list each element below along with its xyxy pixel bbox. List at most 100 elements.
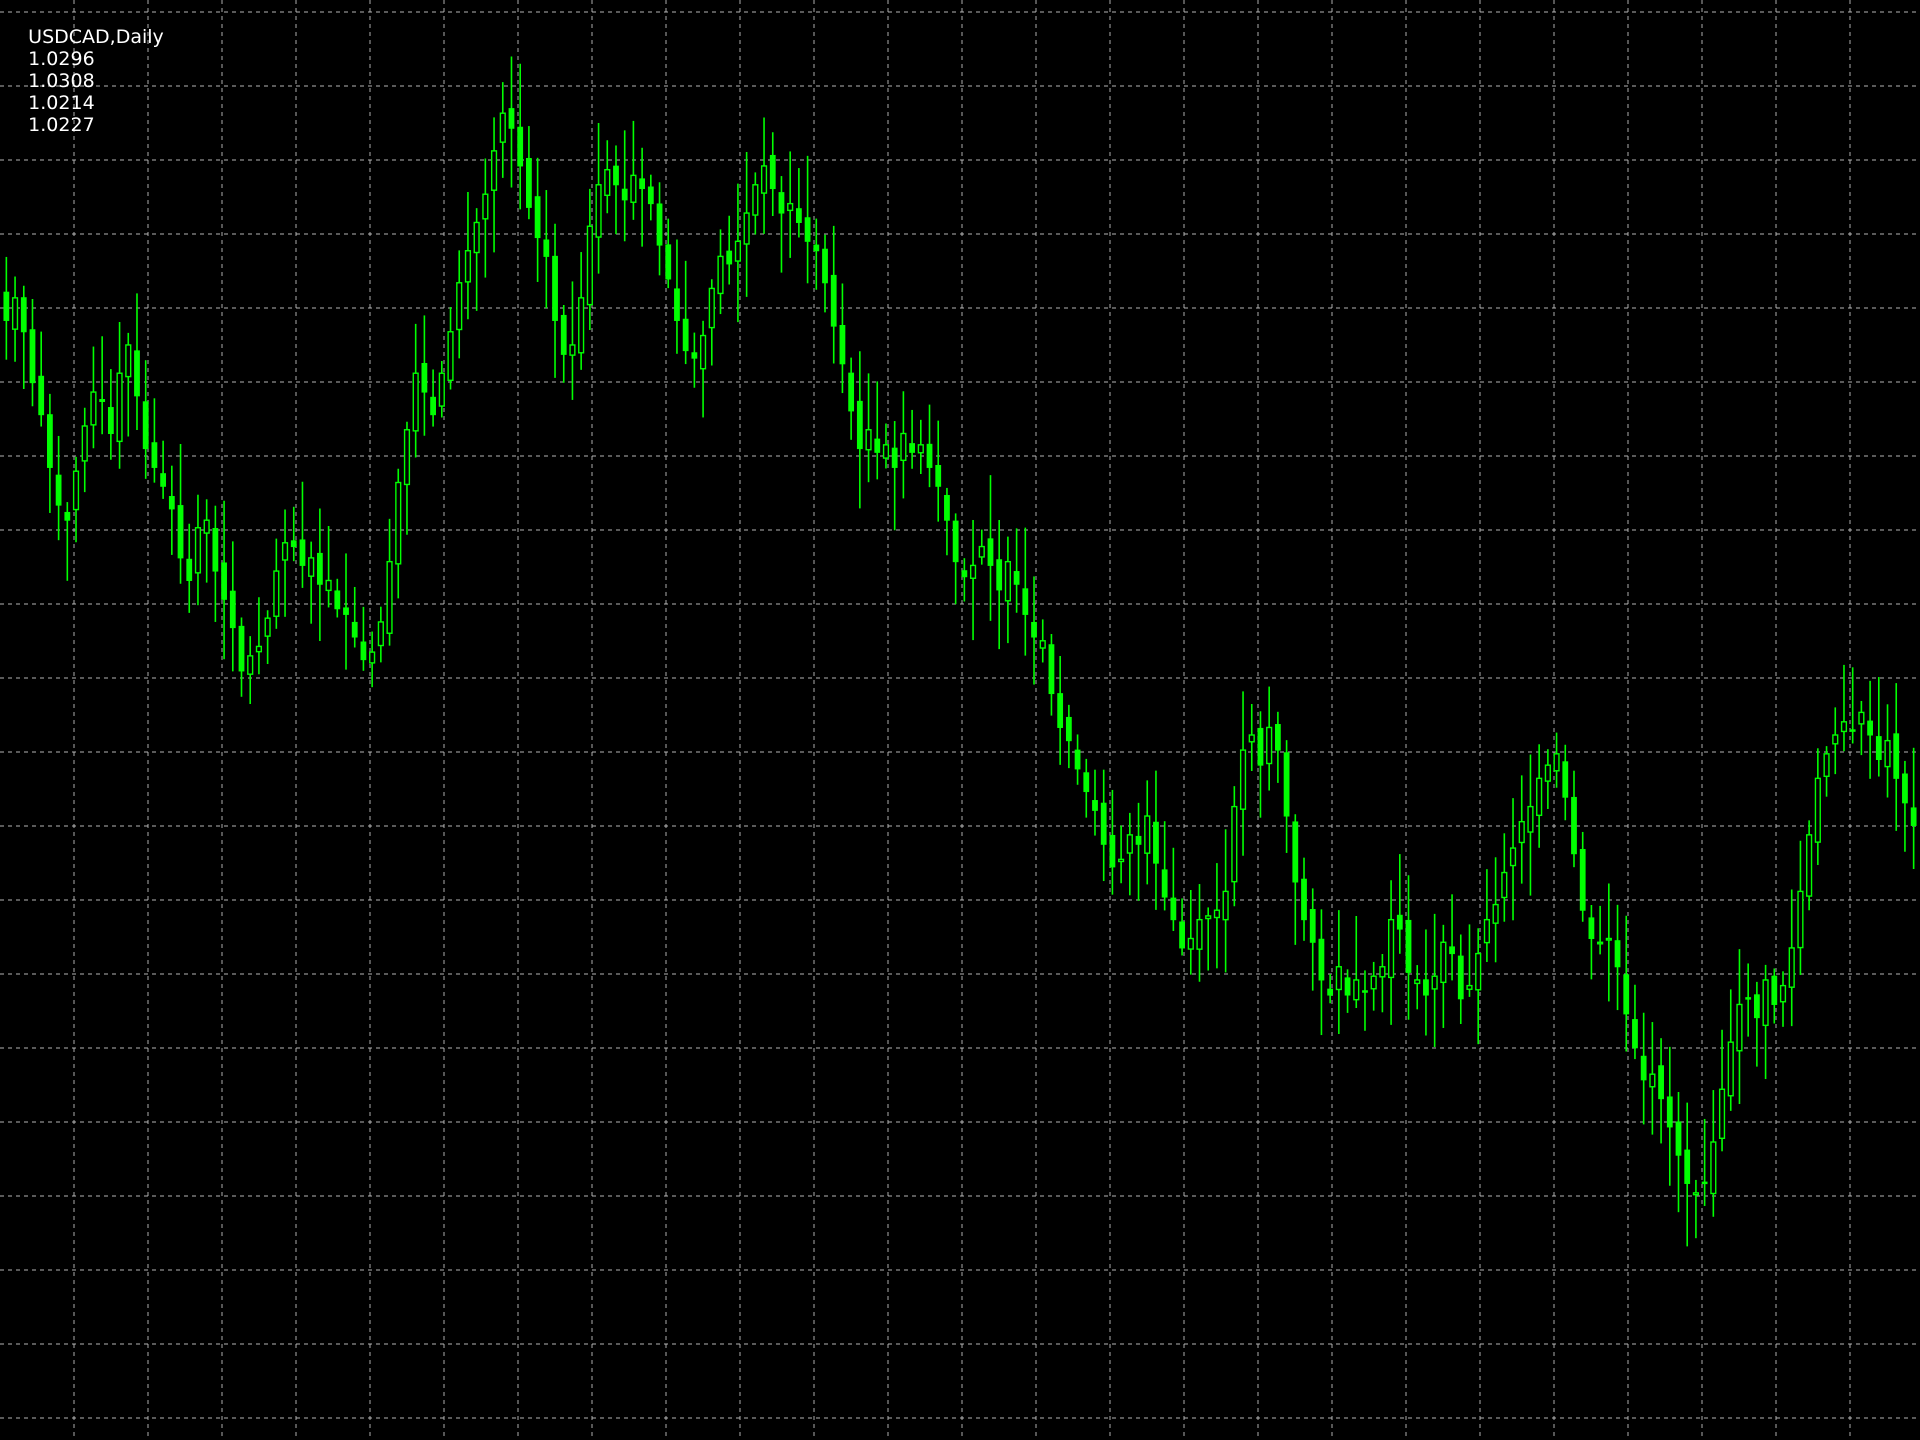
candle	[1623, 915, 1630, 1052]
candle	[1074, 734, 1081, 785]
candle	[526, 126, 532, 220]
candle-body	[334, 590, 341, 610]
candle-body	[64, 511, 71, 521]
candle-body	[1144, 815, 1151, 854]
candle	[1814, 748, 1821, 865]
candle-body	[229, 590, 236, 629]
candle	[1806, 820, 1813, 911]
candle	[1640, 1012, 1647, 1125]
candle	[882, 423, 890, 469]
candle	[1492, 857, 1499, 963]
candle	[1309, 888, 1316, 991]
candle-body	[760, 165, 768, 194]
candle	[351, 586, 358, 648]
open-price: 1.0296	[28, 48, 95, 70]
candle	[308, 541, 315, 624]
candle	[1597, 905, 1604, 955]
candle	[438, 361, 445, 418]
candle-body	[369, 651, 376, 664]
candle	[621, 130, 628, 242]
candle-body	[1536, 777, 1543, 817]
candle	[1867, 680, 1873, 779]
candle-body	[1814, 777, 1821, 843]
candle-body	[830, 274, 837, 327]
candle-body	[1135, 835, 1142, 845]
candle	[473, 208, 480, 311]
candle-body	[20, 297, 27, 333]
candle	[656, 182, 663, 276]
candle	[1370, 961, 1377, 1011]
candle	[1727, 989, 1734, 1111]
candle-body	[1057, 693, 1064, 728]
candle	[1501, 833, 1508, 922]
candle	[604, 140, 611, 214]
candle	[1414, 965, 1421, 1010]
candle	[1022, 527, 1029, 656]
candle	[160, 440, 167, 499]
low-price: 1.0214	[28, 92, 95, 114]
candle	[369, 631, 376, 688]
candle	[499, 82, 506, 178]
candle-body	[1840, 721, 1848, 733]
candle-body	[1753, 994, 1760, 1019]
candle-body	[1518, 820, 1525, 844]
candle	[142, 360, 149, 479]
candle-body	[1649, 1073, 1656, 1088]
candle	[1823, 746, 1830, 797]
candle	[1170, 847, 1177, 931]
candle-body	[1283, 752, 1290, 817]
candle-body	[1806, 834, 1813, 897]
candle-body	[72, 470, 80, 511]
candle	[1675, 1091, 1682, 1213]
candle-body	[160, 473, 167, 487]
candle	[290, 506, 297, 562]
candle	[917, 419, 924, 475]
candle	[1213, 863, 1221, 969]
candle	[813, 218, 820, 290]
candle	[1509, 798, 1517, 921]
candle-body	[1483, 918, 1490, 944]
candle	[81, 407, 88, 493]
candle-body	[1762, 979, 1769, 1027]
candle-body	[360, 641, 367, 661]
candle	[743, 152, 750, 297]
candle-body	[456, 282, 463, 331]
candle-body	[107, 407, 114, 435]
candle	[1779, 971, 1787, 1027]
candle	[1161, 821, 1168, 911]
candle-body	[1884, 739, 1891, 768]
candle-body	[717, 255, 724, 295]
candle	[264, 610, 271, 665]
candle-body	[482, 193, 489, 220]
candle	[517, 63, 524, 210]
candle	[778, 176, 785, 273]
candle	[1144, 780, 1151, 885]
candle	[299, 481, 306, 588]
candle	[107, 369, 114, 460]
candle-body	[1004, 560, 1011, 602]
candle	[769, 132, 776, 217]
candle-body	[586, 225, 593, 306]
candle-body	[769, 154, 776, 190]
candle	[822, 234, 828, 313]
candle-body	[848, 372, 855, 412]
candle-body	[1405, 919, 1412, 973]
candle	[1483, 869, 1490, 962]
candle-body	[38, 375, 45, 416]
candle-body	[822, 248, 828, 284]
candle	[1475, 928, 1482, 1045]
candle	[1362, 970, 1368, 1031]
symbol-label: USDCAD,Daily	[28, 26, 164, 48]
candle-body	[1640, 1055, 1647, 1081]
candle	[1100, 769, 1107, 882]
candle	[752, 172, 759, 235]
candle-body	[1301, 878, 1307, 921]
candle	[168, 465, 175, 555]
candle-body	[1823, 753, 1830, 777]
candle-body	[1457, 955, 1464, 1000]
candle-body	[1205, 915, 1212, 920]
candle-body	[81, 425, 88, 462]
candle	[212, 505, 219, 622]
